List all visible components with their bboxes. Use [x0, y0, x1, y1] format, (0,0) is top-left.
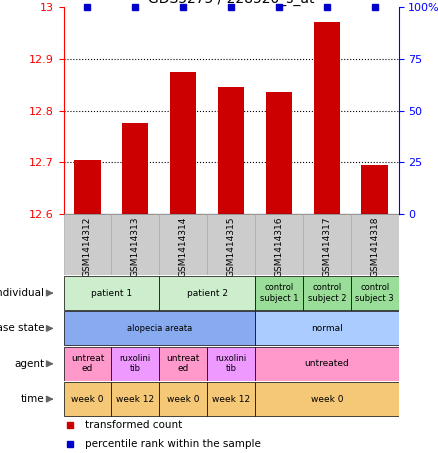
- Text: individual: individual: [0, 288, 44, 298]
- Text: week 12: week 12: [116, 395, 154, 404]
- Bar: [351, 214, 399, 275]
- Bar: [255, 276, 303, 310]
- Bar: [64, 276, 159, 310]
- Text: disease state: disease state: [0, 323, 44, 333]
- Bar: [64, 214, 111, 275]
- Text: ruxolini
tib: ruxolini tib: [120, 354, 151, 373]
- Bar: [111, 214, 159, 275]
- Bar: [207, 214, 255, 275]
- Text: patient 1: patient 1: [91, 289, 132, 298]
- Text: time: time: [21, 394, 44, 404]
- Text: alopecia areata: alopecia areata: [127, 324, 192, 333]
- Text: normal: normal: [311, 324, 343, 333]
- Text: week 0: week 0: [167, 395, 199, 404]
- Bar: [351, 276, 399, 310]
- Text: agent: agent: [14, 359, 44, 369]
- Text: control
subject 3: control subject 3: [355, 284, 394, 303]
- Bar: [314, 22, 340, 214]
- Bar: [74, 160, 101, 214]
- Text: patient 2: patient 2: [187, 289, 228, 298]
- Bar: [159, 382, 207, 416]
- Bar: [303, 276, 351, 310]
- Text: ruxolini
tib: ruxolini tib: [215, 354, 247, 373]
- Text: week 12: week 12: [212, 395, 250, 404]
- Text: untreated: untreated: [304, 359, 349, 368]
- Bar: [218, 87, 244, 214]
- Bar: [255, 214, 303, 275]
- Text: control
subject 1: control subject 1: [260, 284, 298, 303]
- Bar: [159, 347, 207, 381]
- Text: percentile rank within the sample: percentile rank within the sample: [85, 439, 261, 449]
- Bar: [111, 382, 159, 416]
- Title: GDS5275 / 228520_s_at: GDS5275 / 228520_s_at: [148, 0, 314, 6]
- Text: week 0: week 0: [311, 395, 343, 404]
- Bar: [170, 72, 196, 214]
- Bar: [64, 312, 255, 345]
- Bar: [111, 347, 159, 381]
- Text: GSM1414318: GSM1414318: [370, 217, 379, 277]
- Bar: [255, 312, 399, 345]
- Text: untreat
ed: untreat ed: [71, 354, 104, 373]
- Text: GSM1414314: GSM1414314: [179, 217, 187, 277]
- Text: GSM1414315: GSM1414315: [226, 217, 236, 277]
- Text: week 0: week 0: [71, 395, 104, 404]
- Bar: [159, 214, 207, 275]
- Bar: [361, 165, 388, 214]
- Bar: [122, 124, 148, 214]
- Bar: [207, 382, 255, 416]
- Text: GSM1414317: GSM1414317: [322, 217, 331, 277]
- Bar: [255, 382, 399, 416]
- Bar: [159, 276, 255, 310]
- Text: transformed count: transformed count: [85, 420, 183, 430]
- Text: GSM1414316: GSM1414316: [275, 217, 283, 277]
- Bar: [207, 347, 255, 381]
- Text: GSM1414313: GSM1414313: [131, 217, 140, 277]
- Text: GSM1414312: GSM1414312: [83, 217, 92, 277]
- Text: control
subject 2: control subject 2: [307, 284, 346, 303]
- Bar: [64, 347, 111, 381]
- Bar: [266, 92, 292, 214]
- Bar: [303, 214, 351, 275]
- Text: untreat
ed: untreat ed: [166, 354, 200, 373]
- Bar: [64, 382, 111, 416]
- Bar: [255, 347, 399, 381]
